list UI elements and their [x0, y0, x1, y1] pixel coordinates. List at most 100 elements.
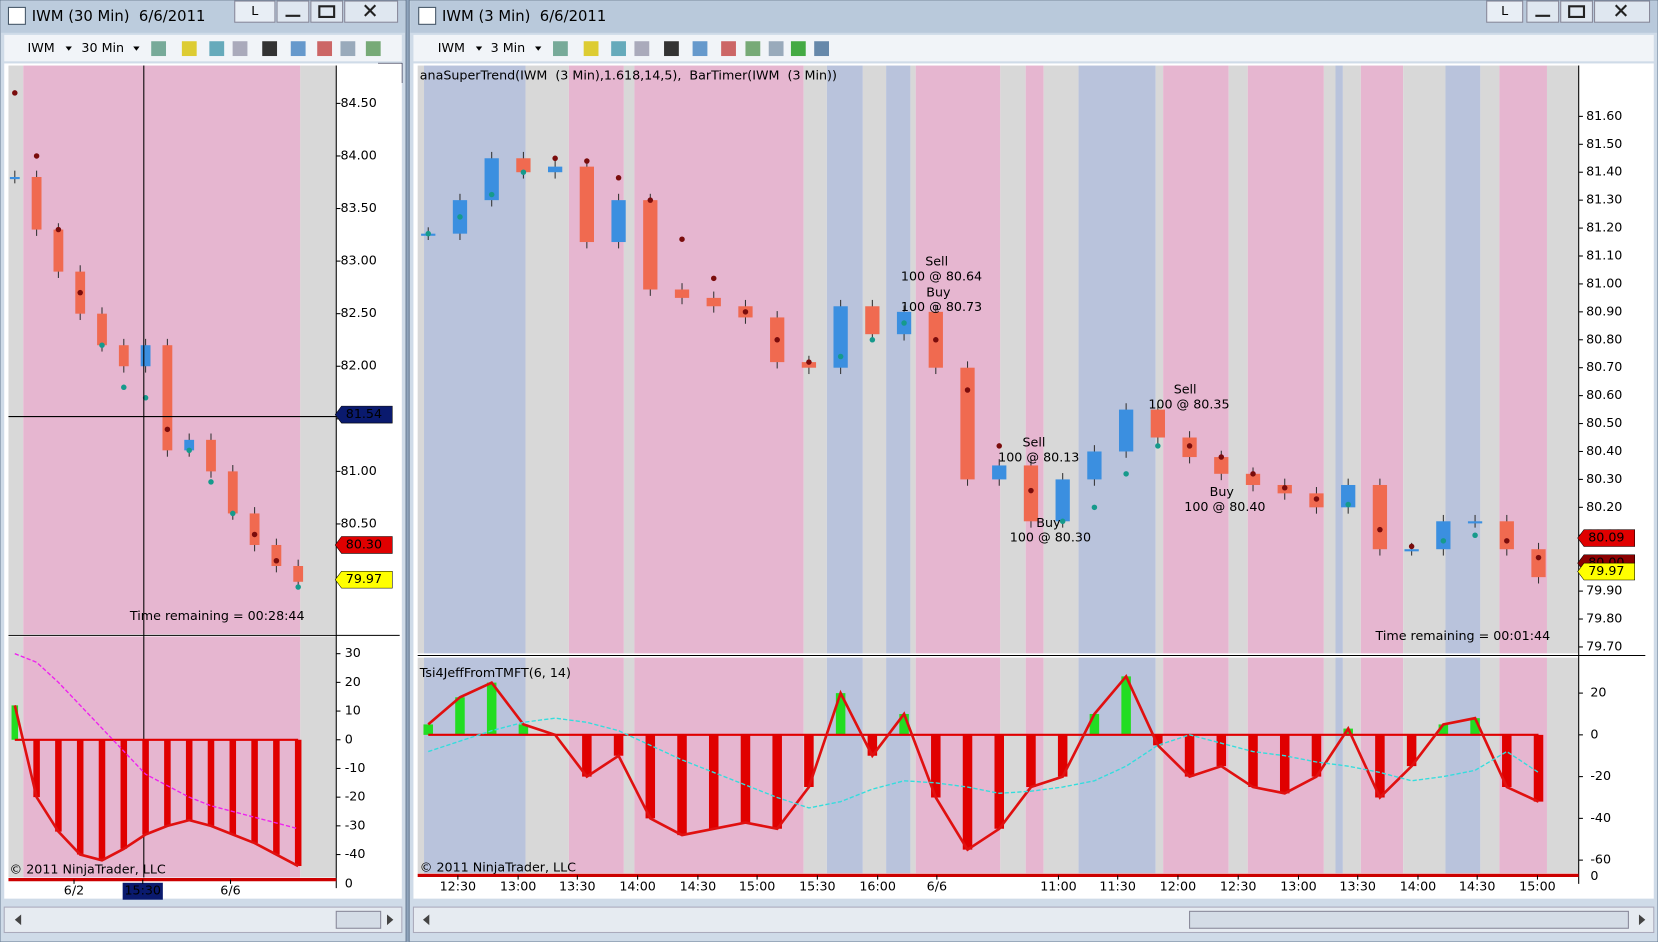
- maximize-button[interactable]: [310, 0, 344, 23]
- price-marker: [334, 405, 393, 424]
- toolbar: [413, 34, 1654, 62]
- supertrend-dot: [99, 342, 105, 348]
- minimize-button[interactable]: [276, 0, 310, 23]
- candle-body: [1499, 521, 1514, 550]
- supertrend-dot: [1028, 487, 1034, 494]
- candle-body: [53, 229, 64, 272]
- instrument-selector[interactable]: IWM: [438, 40, 465, 55]
- supertrend-dot: [584, 158, 590, 164]
- x-tick-label: 15:30: [124, 883, 161, 898]
- price-marker: [1577, 529, 1636, 547]
- x-tick-label: 6/6: [220, 883, 240, 898]
- x-tick-label: 14:00: [1400, 879, 1437, 894]
- dropdown-arrow: [133, 46, 140, 51]
- candle-body: [206, 439, 216, 472]
- candle-body: [643, 200, 658, 290]
- candle-body: [706, 297, 721, 307]
- supertrend-dot: [774, 337, 780, 343]
- candle-body: [516, 158, 531, 173]
- trade-annotation: 100 @ 80.73: [901, 299, 982, 314]
- supertrend-dot: [55, 226, 62, 233]
- y-tick-label: -60: [1590, 852, 1611, 867]
- y-tick-label: 82.50: [340, 305, 376, 320]
- session-band: [8, 65, 24, 635]
- interval-selector[interactable]: 3 Min: [491, 40, 526, 55]
- x-tick-label: 12:30: [1220, 879, 1257, 894]
- y-tick-label: -40: [1590, 810, 1611, 825]
- minimize-button[interactable]: [1526, 0, 1560, 23]
- x-tick-label: 12:00: [1160, 879, 1197, 894]
- session-band: [623, 65, 635, 654]
- candle-body: [1372, 484, 1388, 550]
- session-band: [1360, 65, 1404, 654]
- candle-body: [1087, 451, 1102, 480]
- candle-body: [1404, 549, 1419, 552]
- session-band: [1480, 65, 1500, 654]
- session-band: [1323, 65, 1336, 654]
- window-glyphs: [1535, 4, 1628, 18]
- supertrend-dot: [679, 236, 685, 242]
- copyright: © 2011 NinjaTrader, LLC: [10, 862, 166, 877]
- x-tick-label: 14:30: [680, 879, 717, 894]
- x-tick-label: 16:00: [859, 879, 896, 894]
- time-remaining: Time remaining = 00:28:44: [129, 608, 305, 623]
- y-tick-label: 80.50: [1586, 415, 1622, 430]
- toolbar-icons[interactable]: [553, 41, 829, 57]
- session-band: [886, 657, 911, 874]
- session-band: [1228, 65, 1248, 654]
- supertrend-dot: [996, 443, 1002, 449]
- session-band: [910, 65, 916, 654]
- supertrend-dot: [1281, 485, 1288, 491]
- oscillator-line: [427, 673, 1540, 852]
- link-button[interactable]: [234, 0, 276, 23]
- toolbar-icons[interactable]: [151, 41, 381, 57]
- supertrend-dot: [1440, 538, 1447, 544]
- y-tick-label: -20: [1590, 768, 1611, 783]
- interval-selector[interactable]: 30 Min: [81, 40, 124, 55]
- candle-body: [9, 176, 20, 180]
- trade-annotation: 100 @ 80.64: [901, 268, 982, 283]
- supertrend-dot: [1155, 443, 1161, 449]
- supertrend-dot: [164, 426, 171, 433]
- supertrend-dot: [1377, 526, 1383, 533]
- supertrend-dot: [869, 337, 876, 343]
- supertrend-dot: [1091, 504, 1098, 511]
- scroll-thumb[interactable]: [335, 910, 382, 929]
- session-band: [1335, 65, 1343, 654]
- session-band: [300, 636, 337, 878]
- supertrend-dot: [251, 531, 258, 538]
- scroll-thumb[interactable]: [1189, 910, 1629, 929]
- y-tick-label: -30: [345, 817, 366, 832]
- y-tick-label: 81.40: [1586, 164, 1622, 179]
- session-band: [1546, 657, 1579, 874]
- time-remaining: Time remaining = 00:01:44: [1375, 628, 1551, 643]
- maximize-button[interactable]: [1560, 0, 1593, 23]
- session-band: [417, 65, 425, 654]
- supertrend-dot: [1123, 471, 1129, 477]
- session-band: [23, 636, 301, 878]
- candle-body: [1341, 484, 1356, 508]
- x-tick-label: 11:30: [1099, 879, 1136, 894]
- y-tick-label: 80.20: [1586, 499, 1622, 514]
- scrollbar[interactable]: [3, 906, 403, 934]
- x-tick-label: 11:00: [1040, 879, 1077, 894]
- instrument-selector[interactable]: IWM: [27, 40, 54, 55]
- y-tick-label: 81.10: [1586, 247, 1622, 262]
- supertrend-dot: [1250, 471, 1256, 477]
- session-band: [1155, 657, 1164, 874]
- supertrend-dot: [425, 230, 431, 237]
- candle-body: [801, 362, 817, 368]
- supertrend-dot: [901, 320, 907, 326]
- link-button[interactable]: [1486, 0, 1524, 23]
- trade-annotation: 100 @ 80.13: [998, 449, 1079, 464]
- supertrend-dot: [457, 214, 463, 220]
- supertrend-dot: [964, 387, 971, 393]
- price-marker: [334, 536, 393, 554]
- session-band: [1480, 657, 1500, 874]
- supertrend-dot: [295, 584, 301, 590]
- session-band: [1342, 657, 1361, 874]
- window-title: IWM (3 Min) 6/6/2011: [442, 8, 606, 25]
- volume-axis-label: 0: [345, 875, 353, 890]
- session-band: [1445, 65, 1481, 654]
- copyright: © 2011 NinjaTrader, LLC: [420, 859, 576, 874]
